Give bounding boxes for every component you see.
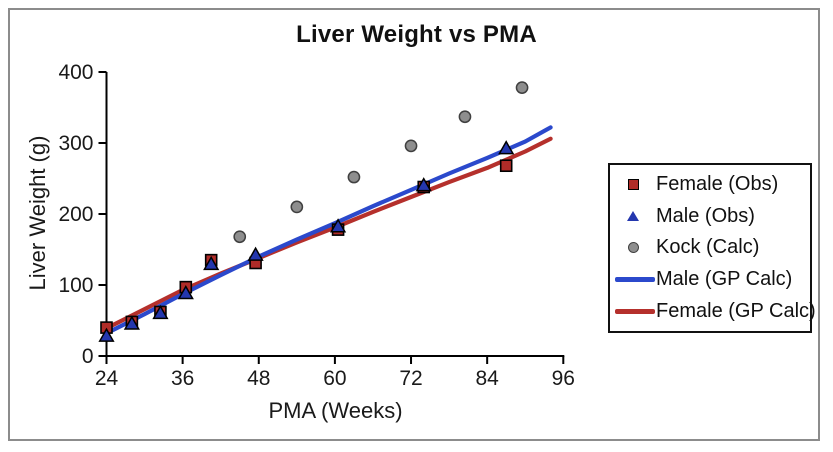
legend-item-kock-calc: Kock (Calc) <box>610 234 810 262</box>
legend-label: Female (GP Calc) <box>656 299 816 322</box>
kock-calc--point <box>458 110 472 124</box>
x-tick-label: 24 <box>95 367 119 390</box>
male-gp-line-icon <box>615 277 655 283</box>
male-obs-triangle-icon <box>627 211 639 222</box>
legend-item-male-gp-calc: Male (GP Calc) <box>610 266 810 294</box>
x-tick-label: 36 <box>171 367 194 390</box>
male-obs--point <box>177 284 194 300</box>
kock-calc-circle-icon <box>627 242 639 254</box>
kock-calc--point <box>515 81 529 94</box>
male-obs--point <box>329 218 347 233</box>
x-tick-label: 84 <box>475 367 499 390</box>
male-obs--point <box>123 315 140 330</box>
male-obs--point <box>152 304 169 320</box>
y-tick-label: 100 <box>58 274 93 297</box>
legend: Female (Obs) Male (Obs) Kock (Calc) Male… <box>608 163 816 333</box>
legend-item-female-obs: Female (Obs) <box>610 171 810 199</box>
legend-label: Kock (Calc) <box>656 236 760 259</box>
male-obs--point <box>98 327 115 342</box>
y-tick-label: 400 <box>58 61 93 84</box>
y-tick-label: 300 <box>58 132 93 155</box>
y-tick-label: 0 <box>82 345 94 368</box>
x-tick-label: 60 <box>323 367 346 390</box>
y-axis-label: Liver Weight (g) <box>25 135 50 291</box>
x-tick-label: 96 <box>552 367 575 390</box>
kock-calc--point <box>290 200 304 214</box>
x-tick-label: 48 <box>247 367 270 390</box>
kock-calc--point <box>404 139 418 153</box>
male-obs--point <box>247 246 264 261</box>
kock-calc--point <box>347 170 361 184</box>
y-tick-label: 200 <box>58 203 93 226</box>
legend-item-female-gp-calc: Female (GP Calc) <box>610 297 816 325</box>
legend-label: Female (Obs) <box>656 173 779 196</box>
female-obs--point <box>499 159 513 173</box>
x-tick-label: 72 <box>399 367 422 390</box>
legend-label: Male (Obs) <box>656 204 755 227</box>
legend-label: Male (GP Calc) <box>656 268 793 291</box>
male-obs--point <box>498 140 515 155</box>
female-obs-square-icon <box>627 179 639 191</box>
kock-calc--point <box>233 230 247 244</box>
legend-item-male-obs: Male (Obs) <box>610 202 810 230</box>
female-gp-line-icon <box>615 308 655 314</box>
chart-title: Liver Weight vs PMA <box>296 21 537 48</box>
male-obs--point <box>203 255 220 271</box>
male-obs--point <box>415 177 432 192</box>
x-axis-label: PMA (Weeks) <box>268 398 403 423</box>
